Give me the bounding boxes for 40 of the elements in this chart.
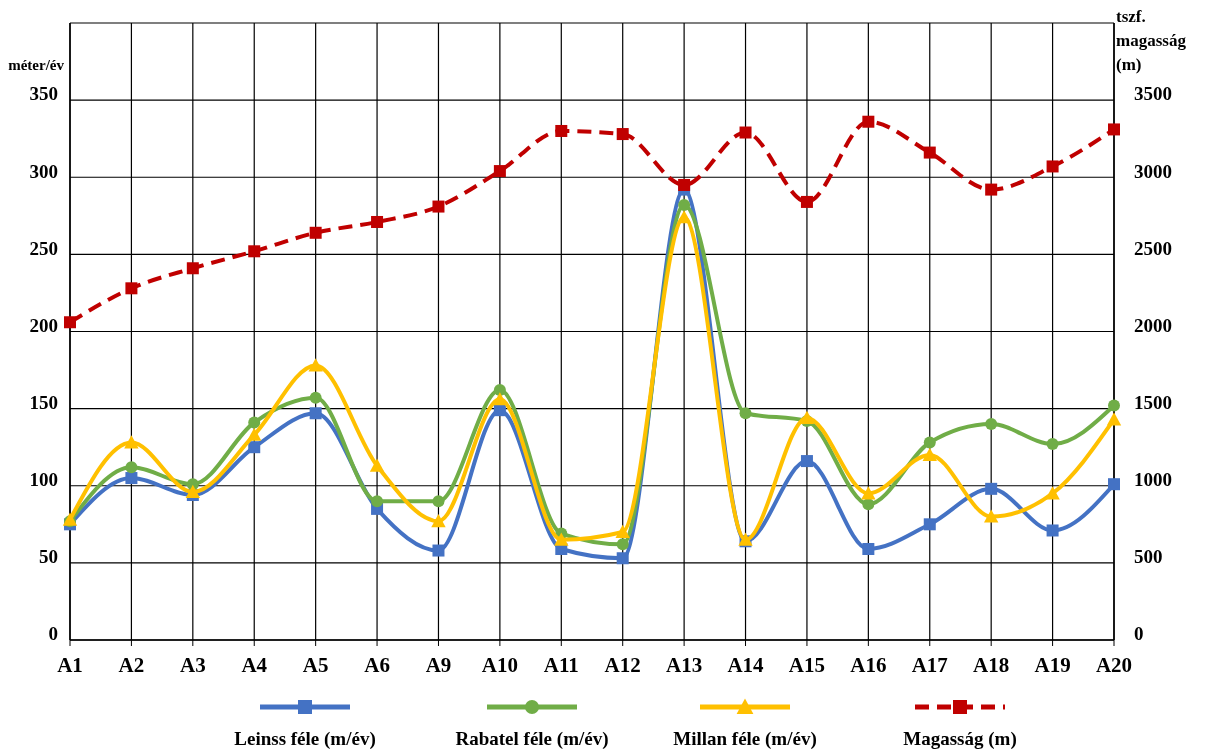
y-tick-label: 0 <box>48 623 58 645</box>
x-tick-label: A2 <box>118 653 145 677</box>
legend-label: Leinss féle (m/év) <box>234 728 376 750</box>
y2-tick-label: 2000 <box>1134 314 1172 336</box>
x-tick-label: A9 <box>425 653 452 677</box>
legend-label: Rabatel féle (m/év) <box>455 728 609 750</box>
y2-tick-label: 0 <box>1134 623 1144 645</box>
x-tick-label: A19 <box>1034 653 1071 677</box>
y-axis-title: méter/év <box>8 57 65 73</box>
y2-tick-label: 1500 <box>1134 391 1172 413</box>
y-tick-label: 100 <box>29 469 58 491</box>
y-tick-label: 200 <box>29 314 58 336</box>
legend-label: Millan féle (m/év) <box>673 728 817 750</box>
x-tick-label: A10 <box>481 653 518 677</box>
y2-tick-label: 3500 <box>1134 83 1172 105</box>
x-tick-label: A15 <box>788 653 826 677</box>
x-tick-label: A13 <box>666 653 703 677</box>
x-tick-label: A1 <box>57 653 83 677</box>
x-tick-label: A4 <box>241 653 268 677</box>
x-tick-label: A18 <box>973 653 1010 677</box>
y-tick-label: 350 <box>29 83 58 105</box>
x-tick-label: A6 <box>364 653 390 677</box>
x-tick-label: A16 <box>850 653 887 677</box>
x-tick-label: A12 <box>604 653 641 677</box>
x-tick-label: A3 <box>179 653 206 677</box>
y-tick-label: 300 <box>29 160 58 182</box>
y2-tick-label: 1000 <box>1134 469 1172 491</box>
y-tick-label: 150 <box>29 391 58 413</box>
y2-tick-label: 500 <box>1134 546 1163 568</box>
x-tick-label: A11 <box>543 653 579 677</box>
x-tick-label: A20 <box>1095 653 1133 677</box>
x-tick-label: A17 <box>911 653 948 677</box>
y2-axis-title: tszf. magasság (m) <box>1116 7 1187 74</box>
y-tick-label: 250 <box>29 237 58 259</box>
y2-tick-label: 2500 <box>1134 237 1172 259</box>
x-tick-label: A5 <box>302 653 329 677</box>
x-tick-label: A14 <box>727 653 765 677</box>
y2-tick-label: 3000 <box>1134 160 1172 182</box>
legend-label: Magasság (m) <box>903 728 1017 750</box>
y-tick-label: 50 <box>39 546 58 568</box>
